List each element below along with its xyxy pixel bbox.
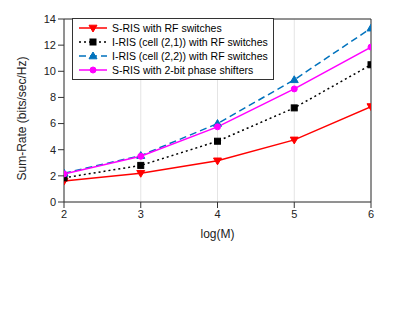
svg-text:12: 12: [44, 39, 56, 51]
svg-text:8: 8: [50, 91, 56, 103]
svg-text:14: 14: [44, 13, 56, 25]
html-text:I-RIS (cell (2,2)) with RF swi: I-RIS (cell (2,2)) with RF switches: [112, 50, 268, 62]
svg-text:5: 5: [291, 208, 297, 220]
svg-text:2: 2: [50, 170, 56, 182]
html-text:S-RIS with RF switches: S-RIS with RF switches: [112, 22, 222, 34]
svg-text:6: 6: [50, 117, 56, 129]
svg-text:4: 4: [50, 144, 56, 156]
svg-text:Sum-Rate (bits/sec/Hz): Sum-Rate (bits/sec/Hz): [15, 56, 29, 180]
html-text:S-RIS with 2-bit phase shifter: S-RIS with 2-bit phase shifters: [112, 64, 254, 76]
html-text:I-RIS (cell (2,1)) with RF swi: I-RIS (cell (2,1)) with RF switches: [112, 36, 268, 48]
svg-text:log(M): log(M): [200, 227, 234, 241]
svg-text:3: 3: [138, 208, 144, 220]
svg-text:2: 2: [61, 208, 67, 220]
svg-text:4: 4: [214, 208, 220, 220]
svg-text:6: 6: [368, 208, 374, 220]
svg-text:10: 10: [44, 65, 56, 77]
svg-text:0: 0: [50, 196, 56, 208]
